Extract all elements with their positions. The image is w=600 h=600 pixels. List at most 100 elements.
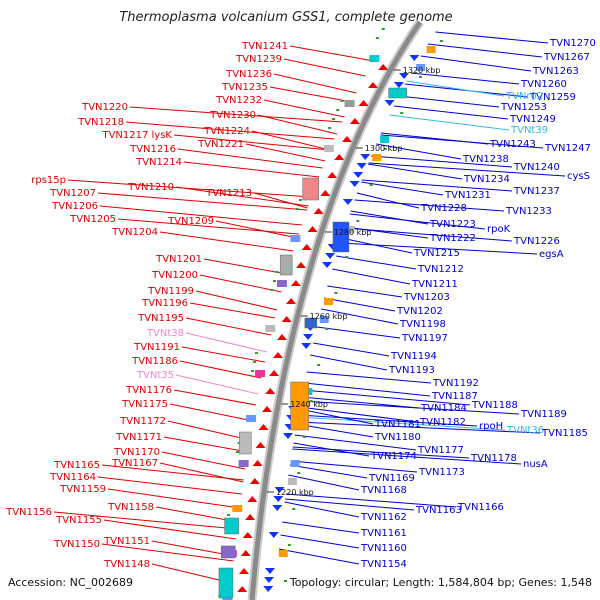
gene-label[interactable]: TVN1240 xyxy=(513,162,560,173)
gene-label[interactable]: TVN1216 xyxy=(129,144,176,155)
gene-label[interactable]: TVN1189 xyxy=(520,409,567,420)
gene-label[interactable]: TVN1217 lysK xyxy=(101,130,172,141)
gene-label[interactable]: TVN1191 xyxy=(133,342,180,353)
gene-label[interactable]: TVNt39 xyxy=(510,125,548,136)
gene-label[interactable]: TVN1175 xyxy=(121,399,168,410)
gene-label[interactable]: TVN1187 xyxy=(431,391,478,402)
gene-label[interactable]: TVN1212 xyxy=(417,264,464,275)
gene-label[interactable]: TVN1211 xyxy=(411,279,458,290)
gene-label[interactable]: TVN1230 xyxy=(209,110,256,121)
gene-label[interactable]: TVNt36 xyxy=(506,425,544,436)
gene-label[interactable]: egsA xyxy=(539,249,564,260)
gene-label[interactable]: rps15p xyxy=(31,175,66,186)
gene-label[interactable]: TVN1166 xyxy=(457,502,504,513)
gene-label[interactable]: TVN1209 xyxy=(167,216,214,227)
gene-label[interactable]: TVN1197 xyxy=(401,333,448,344)
gene-label[interactable]: TVN1226 xyxy=(513,236,560,247)
gene-label[interactable]: TVN1177 xyxy=(417,445,464,456)
gene-label[interactable]: TVN1201 xyxy=(155,254,202,265)
gene-label[interactable]: TVN1232 xyxy=(215,95,262,106)
gene-label[interactable]: TVN1204 xyxy=(111,227,158,238)
gene-label[interactable]: TVN1192 xyxy=(432,378,479,389)
gene-label[interactable]: TVN1222 xyxy=(429,233,476,244)
gene-label[interactable]: TVN1161 xyxy=(360,528,407,539)
gene-label[interactable]: TVN1167 xyxy=(111,458,158,469)
gene-label[interactable]: TVN1202 xyxy=(396,306,443,317)
gene-label[interactable]: TVN1259 xyxy=(529,92,576,103)
gene-label[interactable]: TVN1236 xyxy=(225,69,272,80)
gene-label[interactable]: TVN1200 xyxy=(151,270,198,281)
gene-label[interactable]: TVN1249 xyxy=(509,114,556,125)
gene-label[interactable]: TVN1188 xyxy=(471,400,518,411)
gene-label[interactable]: TVN1173 xyxy=(418,467,465,478)
gene-label[interactable]: rpoH xyxy=(479,421,503,432)
gene-label[interactable]: TVN1199 xyxy=(147,286,194,297)
gene-label[interactable]: TVNt35 xyxy=(136,370,174,381)
gene-label[interactable]: TVN1182 xyxy=(419,417,466,428)
gene-label[interactable]: TVN1169 xyxy=(368,473,415,484)
gene-label[interactable]: TVN1234 xyxy=(463,174,510,185)
gene-label[interactable]: nusA xyxy=(523,459,548,470)
gene-label[interactable]: TVN1207 xyxy=(49,188,96,199)
gene-label[interactable]: TVN1162 xyxy=(360,512,407,523)
gene-label[interactable]: TVN1243 xyxy=(489,139,536,150)
gene-label[interactable]: TVN1235 xyxy=(221,82,268,93)
gene-label[interactable]: TVN1185 xyxy=(541,428,588,439)
gene-label[interactable]: TVN1160 xyxy=(360,543,407,554)
gene-label[interactable]: TVN1170 xyxy=(113,447,160,458)
gene-label[interactable]: TVN1193 xyxy=(388,365,435,376)
gene-label[interactable]: TVN1241 xyxy=(241,41,288,52)
gene-label[interactable]: TVN1171 xyxy=(115,432,162,443)
gene-label[interactable]: TVN1168 xyxy=(360,485,407,496)
gene-label[interactable]: TVN1231 xyxy=(444,190,491,201)
gene-label[interactable]: TVN1214 xyxy=(135,157,182,168)
gene-label[interactable]: TVN1180 xyxy=(374,432,421,443)
gene-label[interactable]: TVN1206 xyxy=(51,201,98,212)
gene-label[interactable]: TVN1238 xyxy=(462,154,509,165)
gene-label[interactable]: TVN1196 xyxy=(141,298,188,309)
gene-label[interactable]: TVN1194 xyxy=(390,351,437,362)
gene-label[interactable]: TVN1176 xyxy=(125,385,172,396)
gene-label[interactable]: TVN1215 xyxy=(413,248,460,259)
gene-label[interactable]: TVN1263 xyxy=(532,66,579,77)
gene-label[interactable]: TVN1198 xyxy=(399,319,446,330)
gene-label[interactable]: TVN1267 xyxy=(543,52,590,63)
gene-label[interactable]: TVN1205 xyxy=(69,214,116,225)
gene-label[interactable]: TVN1158 xyxy=(107,502,154,513)
gene-label[interactable]: TVN1220 xyxy=(81,102,128,113)
gene-label[interactable]: TVN1163 xyxy=(415,505,462,516)
gene-label[interactable]: cysS xyxy=(567,171,590,182)
gene-label[interactable]: TVN1174 xyxy=(370,451,417,462)
gene-label[interactable]: TVN1165 xyxy=(53,460,100,471)
gene-label[interactable]: rpoK xyxy=(487,224,511,235)
gene-label[interactable]: TVN1223 xyxy=(429,219,476,230)
gene-label[interactable]: TVN1228 xyxy=(420,203,467,214)
gene-label[interactable]: TVN1172 xyxy=(119,416,166,427)
gene-label[interactable]: TVN1155 xyxy=(55,515,102,526)
gene-label[interactable]: TVN1181 xyxy=(374,419,421,430)
gene-label[interactable]: TVN1159 xyxy=(59,484,106,495)
gene-label[interactable]: TVN1154 xyxy=(360,559,407,570)
gene-label[interactable]: TVN1239 xyxy=(235,54,282,65)
gene-label[interactable]: TVN1156 xyxy=(5,507,52,518)
gene-label[interactable]: TVN1178 xyxy=(470,453,517,464)
gene-label[interactable]: TVN1260 xyxy=(520,79,567,90)
gene-label[interactable]: TVN1151 xyxy=(103,536,150,547)
gene-label[interactable]: TVN1195 xyxy=(137,313,184,324)
gene-label[interactable]: TVN1210 xyxy=(127,182,174,193)
gene-label[interactable]: TVN1164 xyxy=(49,472,96,483)
gene-label[interactable]: TVN1233 xyxy=(505,206,552,217)
gene-label[interactable]: TVN1247 xyxy=(544,143,591,154)
gene-label[interactable]: TVN1213 xyxy=(205,188,252,199)
gene-label[interactable]: TVNr02 xyxy=(505,91,543,102)
gene-label[interactable]: TVN1186 xyxy=(131,356,178,367)
gene-label[interactable]: TVN1203 xyxy=(403,292,450,303)
gene-label[interactable]: TVN1184 xyxy=(420,403,467,414)
gene-label[interactable]: TVN1224 xyxy=(203,126,250,137)
gene-label[interactable]: TVN1221 xyxy=(197,139,244,150)
gene-label[interactable]: TVN1150 xyxy=(53,539,100,550)
gene-label[interactable]: TVNt38 xyxy=(146,328,184,339)
gene-label[interactable]: TVN1148 xyxy=(103,559,150,570)
gene-label[interactable]: TVN1270 xyxy=(549,38,596,49)
gene-label[interactable]: TVN1237 xyxy=(513,186,560,197)
